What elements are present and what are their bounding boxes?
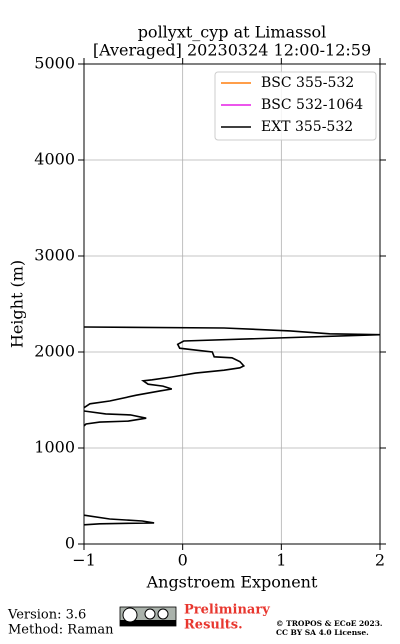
- y-tick-label: 3000: [34, 246, 75, 265]
- x-tick-label: 1: [276, 551, 286, 570]
- legend-label: BSC 355-532: [261, 75, 354, 91]
- legend-label: BSC 532-1064: [261, 97, 363, 113]
- x-tick-label: −1: [72, 551, 96, 570]
- y-axis-label: Height (m): [8, 260, 27, 348]
- preliminary-text: Results.: [184, 618, 243, 633]
- y-tick-label: 4000: [34, 150, 75, 169]
- y-tick-label: 1000: [34, 438, 75, 457]
- method: Method: Raman: [8, 623, 114, 638]
- legend: BSC 355-532 BSC 532-1064 EXT 355-532: [214, 71, 377, 141]
- license: © TROPOS & ECoE 2023.: [276, 619, 383, 628]
- preliminary-text: Preliminary: [184, 603, 270, 618]
- x-axis-label: Angstroem Exponent: [146, 573, 318, 592]
- version: Version: 3.6: [7, 608, 86, 623]
- chart-title: [Averaged] 20230324 12:00-12:59: [93, 41, 371, 60]
- plot-lines: [84, 326, 380, 526]
- y-tick-label: 5000: [34, 54, 75, 73]
- y-tick-label: 0: [65, 534, 75, 553]
- x-tick-label: 0: [178, 551, 188, 570]
- plot-frame: [83, 63, 381, 545]
- y-tick-label: 2000: [34, 342, 75, 361]
- legend-box: [214, 71, 377, 141]
- legend-label: EXT 355-532: [261, 119, 353, 135]
- x-tick-label: 2: [375, 551, 385, 570]
- cc-logo: [119, 606, 177, 627]
- license: CC BY SA 4.0 License.: [276, 628, 369, 637]
- chart-title: pollyxt_cyp at Limassol: [138, 23, 327, 42]
- data-line: [84, 326, 380, 526]
